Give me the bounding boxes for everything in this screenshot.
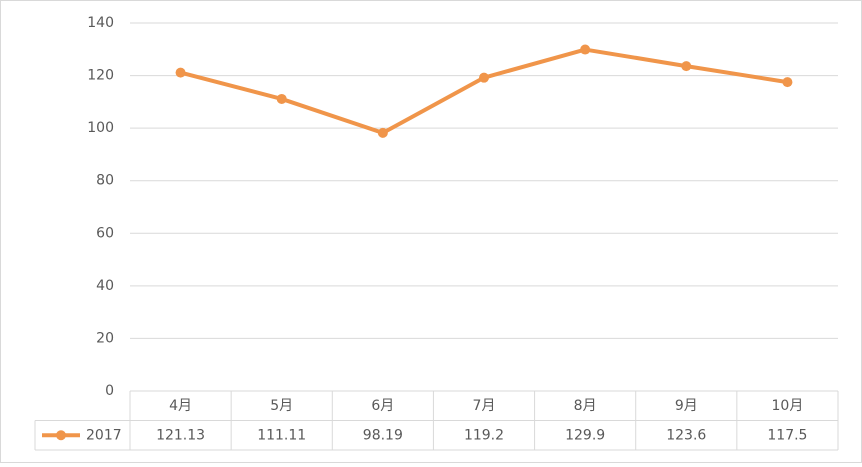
y-tick-label: 60 bbox=[96, 225, 114, 241]
y-tick-label: 20 bbox=[96, 330, 114, 346]
y-tick-label: 140 bbox=[87, 15, 114, 31]
table-value: 119.2 bbox=[464, 427, 504, 443]
x-tick-label: 9月 bbox=[675, 398, 698, 414]
point bbox=[681, 61, 692, 72]
table-value: 129.9 bbox=[565, 427, 605, 443]
x-tick-label: 4月 bbox=[169, 398, 192, 414]
x-tick-label: 5月 bbox=[270, 398, 293, 414]
x-tick-label: 6月 bbox=[371, 398, 394, 414]
legend-label: 2017 bbox=[86, 427, 122, 443]
table-value: 123.6 bbox=[666, 427, 706, 443]
legend-marker bbox=[56, 430, 66, 441]
table-value: 121.13 bbox=[156, 427, 205, 443]
y-tick-label: 0 bbox=[105, 383, 114, 399]
y-tick-label: 40 bbox=[96, 278, 114, 294]
table-value: 117.5 bbox=[767, 427, 807, 443]
y-tick-label: 80 bbox=[96, 173, 114, 189]
y-tick-label: 100 bbox=[87, 120, 114, 136]
table-value: 98.19 bbox=[363, 427, 403, 443]
y-tick-label: 120 bbox=[87, 68, 114, 84]
point bbox=[782, 77, 793, 88]
point bbox=[479, 72, 489, 83]
x-tick-label: 7月 bbox=[473, 398, 496, 414]
x-tick-label: 8月 bbox=[574, 398, 597, 414]
point bbox=[580, 44, 591, 55]
x-tick-label: 10月 bbox=[772, 398, 804, 414]
table-value: 111.11 bbox=[257, 427, 306, 443]
point bbox=[276, 93, 287, 104]
point bbox=[377, 127, 388, 138]
point bbox=[175, 67, 186, 78]
